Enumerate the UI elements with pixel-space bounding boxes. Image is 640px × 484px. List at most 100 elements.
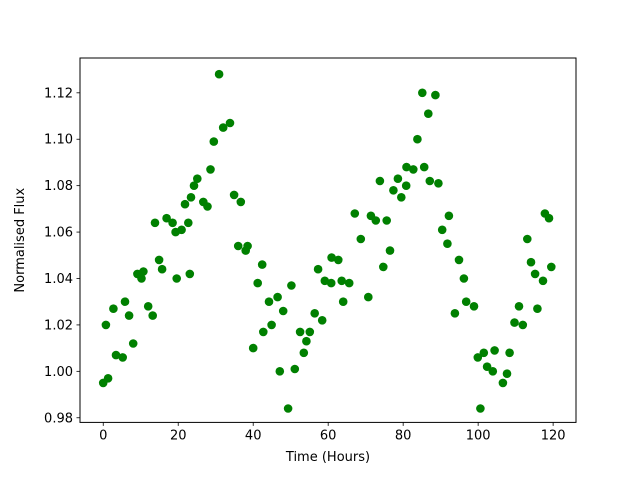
scatter-point	[375, 176, 385, 186]
scatter-point	[124, 311, 134, 320]
scatter-point	[186, 193, 196, 202]
scatter-point	[209, 137, 219, 146]
scatter-point	[533, 304, 542, 314]
scatter-point	[364, 292, 373, 302]
scatter-point	[514, 302, 524, 311]
scatter-point	[305, 327, 315, 337]
scatter-point	[409, 165, 418, 174]
scatter-point	[310, 309, 320, 318]
scatter-point	[461, 297, 471, 307]
scatter-point	[103, 374, 113, 383]
scatter-point	[469, 302, 479, 311]
y-tick-label: 1.06	[44, 226, 73, 241]
x-tick-label: 60	[320, 428, 337, 443]
scatter-point	[547, 262, 556, 272]
scatter-point	[218, 123, 228, 132]
scatter-point	[502, 369, 512, 379]
x-tick-label: 80	[395, 428, 412, 443]
scatter-point	[424, 109, 433, 118]
scatter-point	[401, 181, 411, 190]
x-axis-label: Time (Hours)	[285, 450, 370, 465]
scatter-point	[488, 367, 498, 376]
scatter-point	[425, 176, 435, 186]
scatter-point	[177, 225, 186, 235]
scatter-point	[137, 274, 146, 283]
scatter-point	[473, 353, 483, 362]
y-axis-ticks: 0.98 1.00 1.02 1.04 1.06 1.08 1.10 1.12	[44, 86, 80, 426]
y-axis-label: Normalised Flux	[13, 187, 28, 292]
scatter-point	[337, 276, 347, 286]
scatter-point	[120, 297, 130, 307]
scatter-point	[109, 304, 118, 314]
scatter-point	[214, 69, 224, 79]
scatter-point	[413, 134, 422, 144]
scatter-point	[295, 327, 305, 337]
scatter-point	[523, 234, 532, 244]
scatter-point	[530, 269, 540, 279]
y-tick-label: 0.98	[44, 411, 73, 426]
scatter-point	[257, 260, 267, 269]
scatter-point	[397, 193, 406, 202]
scatter-point	[162, 213, 171, 223]
scatter-point	[313, 264, 323, 274]
scatter-point	[253, 278, 262, 288]
scatter-point	[225, 118, 235, 128]
scatter-point	[371, 216, 381, 225]
scatter-point	[443, 239, 452, 248]
scatter-point	[479, 348, 489, 358]
scatter-point	[490, 346, 499, 355]
data-points	[98, 69, 556, 413]
x-tick-label: 20	[170, 428, 187, 443]
scatter-point	[402, 162, 411, 172]
scatter-point	[299, 348, 309, 358]
scatter-point	[185, 269, 195, 279]
scatter-point	[379, 262, 388, 272]
scatter-point	[154, 255, 164, 265]
plot-frame	[79, 57, 577, 423]
scatter-point	[139, 267, 148, 276]
scatter-point	[434, 179, 443, 188]
scatter-point	[236, 197, 246, 207]
scatter-point	[287, 281, 296, 290]
scatter-point	[111, 350, 121, 360]
x-tick-label: 120	[541, 428, 566, 443]
scatter-point	[326, 278, 336, 288]
y-tick-label: 1.08	[44, 179, 73, 194]
scatter-point	[518, 320, 528, 330]
scatter-point	[382, 216, 392, 225]
x-tick-label: 40	[245, 428, 262, 443]
scatter-point	[150, 218, 160, 228]
scatter-point	[538, 276, 548, 286]
scatter-point	[350, 209, 360, 218]
scatter-point	[498, 378, 508, 388]
scatter-point	[419, 162, 429, 172]
scatter-point	[389, 186, 398, 195]
scatter-point	[450, 309, 460, 318]
scatter-point	[101, 320, 111, 330]
scatter-point	[437, 225, 447, 235]
scatter-point	[193, 174, 202, 183]
scatter-point	[454, 255, 464, 265]
y-tick-label: 1.00	[44, 365, 73, 380]
scatter-point	[189, 181, 199, 190]
y-tick-label: 1.12	[44, 86, 73, 101]
scatter-point	[203, 202, 212, 211]
scatter-point	[233, 241, 243, 251]
scatter-point	[157, 264, 167, 274]
scatter-point	[431, 90, 440, 100]
scatter-point	[278, 306, 288, 316]
scatter-point	[118, 353, 127, 362]
scatter-point	[385, 246, 395, 255]
x-tick-label: 100	[466, 428, 491, 443]
scatter-point	[317, 316, 327, 325]
scatter-point	[393, 174, 403, 183]
scatter-point	[505, 348, 514, 358]
scatter-point	[243, 241, 252, 251]
scatter-point	[264, 297, 274, 307]
x-axis-ticks: 0 20 40 60 80 100 120	[99, 422, 566, 443]
scatter-point	[544, 213, 554, 223]
scatter-point	[302, 336, 311, 346]
scatter-point	[229, 190, 239, 200]
scatter-point	[267, 320, 276, 330]
